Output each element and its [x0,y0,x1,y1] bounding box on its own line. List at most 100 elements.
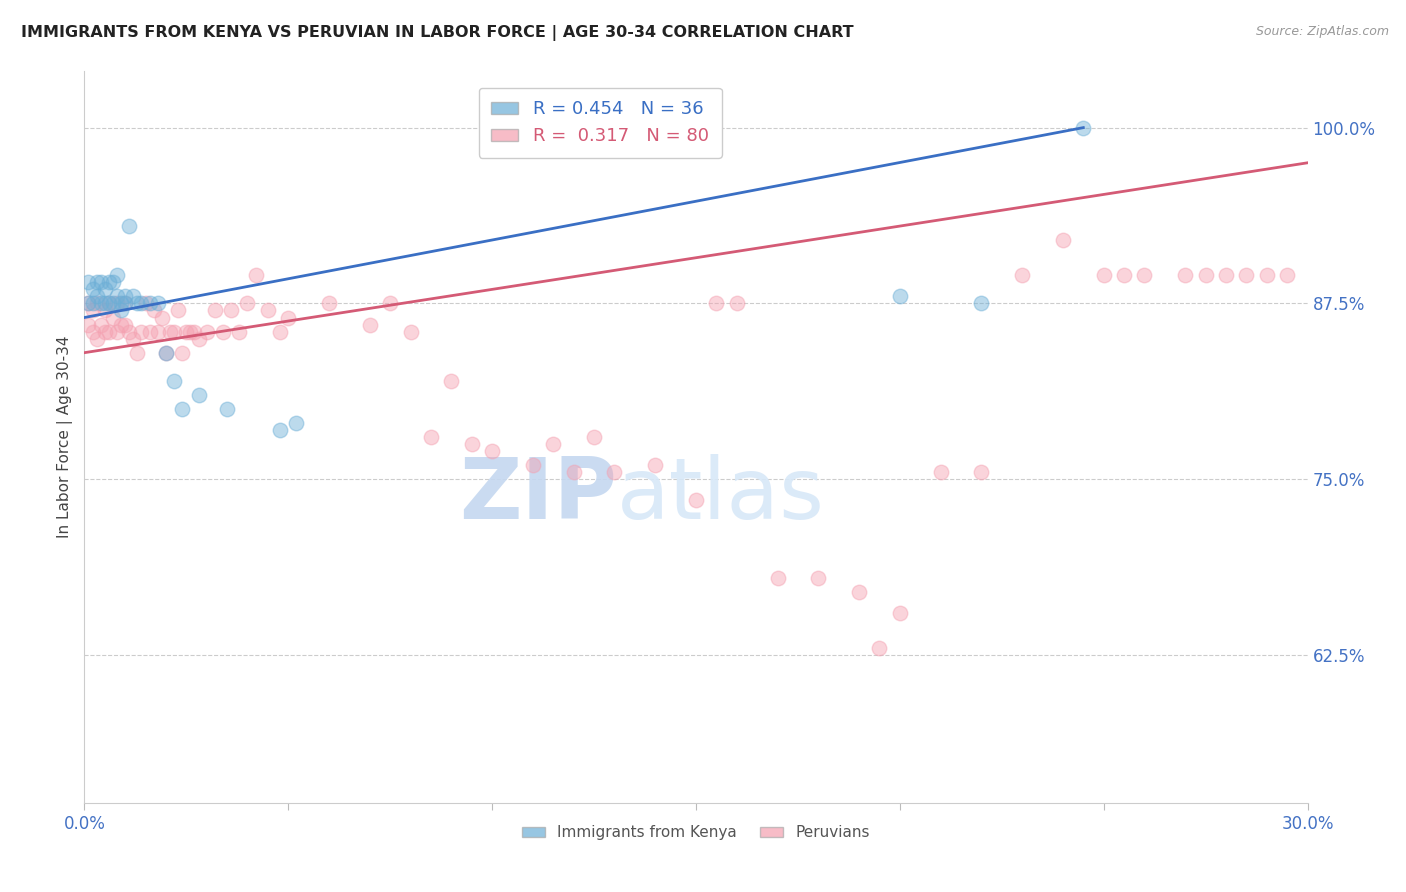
Point [359,318,381,332]
Point [219,303,242,318]
Point [101,276,124,290]
Point [183,325,205,339]
Point [105,325,128,339]
Point [105,268,128,283]
Point [77,276,100,290]
Point [1114,268,1136,283]
Point [131,296,153,310]
Point [93,296,115,310]
Point [236,296,259,310]
Point [269,325,291,339]
Point [93,325,115,339]
Point [114,296,136,310]
Point [101,296,124,310]
Point [277,310,299,325]
Point [1073,120,1095,135]
Point [163,374,186,388]
Point [97,296,120,310]
Point [82,282,104,296]
Point [86,332,108,346]
Point [163,325,186,339]
Point [131,325,153,339]
Point [86,276,108,290]
Point [90,276,112,290]
Point [97,325,120,339]
Point [543,437,565,451]
Point [97,276,120,290]
Point [138,296,160,310]
Point [77,296,100,310]
Y-axis label: In Labor Force | Age 30-34: In Labor Force | Age 30-34 [58,335,73,539]
Point [110,303,132,318]
Point [82,325,104,339]
Point [1256,268,1278,283]
Point [105,289,128,303]
Point [1195,268,1218,283]
Point [228,325,250,339]
Point [142,303,165,318]
Point [603,465,626,479]
Text: Source: ZipAtlas.com: Source: ZipAtlas.com [1256,25,1389,38]
Point [1215,268,1237,283]
Point [77,318,100,332]
Point [82,303,104,318]
Point [970,296,993,310]
Point [90,318,112,332]
Point [114,296,136,310]
Point [122,332,145,346]
Point [127,296,149,310]
Point [195,325,218,339]
Text: atlas: atlas [616,454,824,537]
Point [172,401,194,416]
Point [155,345,177,359]
Point [1174,268,1197,283]
Point [245,268,267,283]
Point [105,296,128,310]
Point [86,289,108,303]
Point [1011,268,1033,283]
Point [583,430,606,444]
Point [318,296,340,310]
Point [257,303,280,318]
Point [93,303,115,318]
Point [172,345,194,359]
Point [159,325,181,339]
Point [135,296,157,310]
Point [118,325,141,339]
Point [706,296,728,310]
Point [869,641,891,656]
Point [562,465,585,479]
Point [1052,233,1074,247]
Point [118,219,141,233]
Point [725,296,748,310]
Point [155,345,177,359]
Point [970,465,993,479]
Point [461,437,484,451]
Point [146,296,169,310]
Point [217,401,239,416]
Point [420,430,443,444]
Point [889,606,911,620]
Point [285,416,308,430]
Point [174,325,197,339]
Point [146,325,169,339]
Point [440,374,463,388]
Point [110,296,132,310]
Point [399,325,422,339]
Point [766,571,789,585]
Point [522,458,544,473]
Point [127,345,149,359]
Point [97,296,120,310]
Point [1236,268,1258,283]
Point [889,289,911,303]
Point [269,423,291,437]
Point [481,444,503,458]
Point [685,493,707,508]
Point [114,318,136,332]
Text: IMMIGRANTS FROM KENYA VS PERUVIAN IN LABOR FORCE | AGE 30-34 CORRELATION CHART: IMMIGRANTS FROM KENYA VS PERUVIAN IN LAB… [21,25,853,41]
Point [1277,268,1299,283]
Point [77,296,100,310]
Point [644,458,666,473]
Point [90,296,112,310]
Point [179,325,201,339]
